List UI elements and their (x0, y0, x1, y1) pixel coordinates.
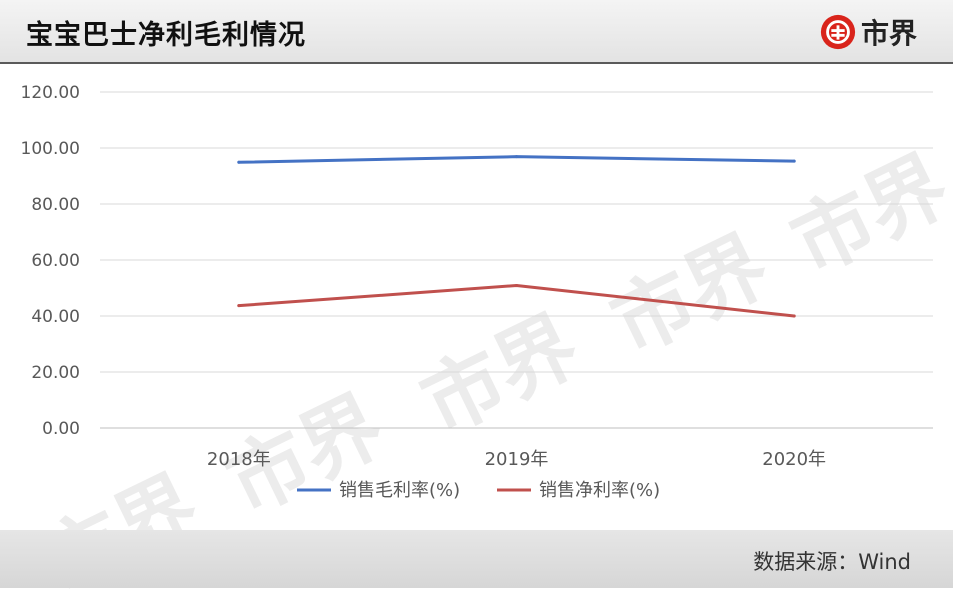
legend-label: 销售毛利率(%) (339, 480, 460, 501)
footer-bar: 数据来源：Wind (0, 530, 953, 588)
y-tick-label: 80.00 (31, 195, 80, 215)
data-point (237, 160, 241, 164)
data-point (792, 159, 796, 163)
brand-name: 市界 (860, 17, 917, 50)
y-tick-label: 0.00 (42, 419, 80, 439)
brand-logo-icon (820, 14, 856, 50)
y-tick-label: 20.00 (31, 363, 80, 383)
y-tick-label: 100.00 (21, 139, 80, 159)
y-tick-label: 40.00 (31, 307, 80, 327)
data-point (515, 155, 518, 159)
x-tick-label: 2018年 (207, 449, 271, 470)
series-line-2 (237, 283, 796, 318)
y-tick-label: 120.00 (21, 83, 80, 103)
data-point (515, 283, 518, 287)
legend-label: 销售净利率(%) (539, 480, 660, 501)
data-point (792, 314, 796, 318)
brand: 市界 (819, 12, 917, 52)
line-chart: 0.00 20.00 40.00 60.00 80.00 100.00 120.00 2018… (21, 83, 933, 501)
x-tick-label: 2019年 (485, 449, 549, 470)
x-tick-label: 2020年 (762, 449, 826, 470)
chart-title: 宝宝巴士净利毛利情况 (26, 20, 306, 51)
y-tick-label: 60.00 (31, 251, 80, 271)
header-bar: 宝宝巴士净利毛利情况 市界 (0, 0, 953, 64)
data-point (237, 304, 241, 308)
data-source: 数据来源：Wind (753, 550, 911, 574)
